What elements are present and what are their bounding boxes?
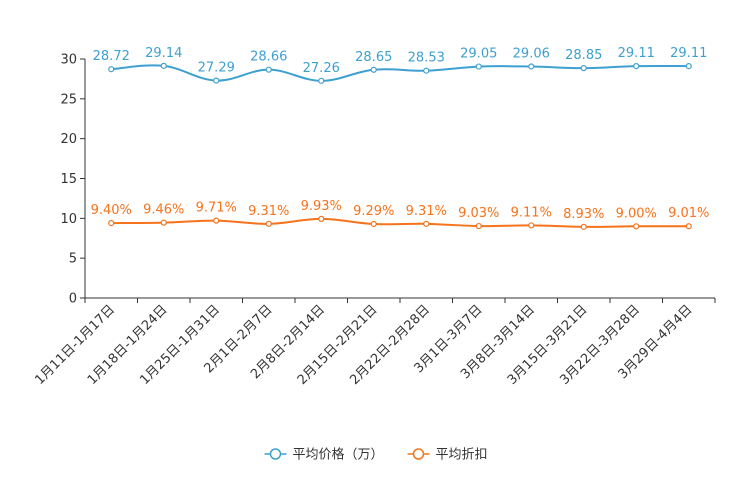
legend-marker-icon (412, 448, 425, 460)
legend-item[interactable]: 平均折扣 (407, 448, 488, 463)
data-label: 9.11% (511, 205, 552, 220)
y-tick-label: 10 (60, 212, 77, 227)
series-line (111, 217, 689, 228)
data-point (475, 63, 482, 70)
data-label: 28.66 (250, 50, 287, 65)
data-point (685, 223, 692, 230)
data-label: 28.72 (93, 49, 130, 64)
data-label: 9.03% (458, 206, 499, 221)
data-point (580, 223, 587, 230)
data-label: 27.29 (198, 61, 235, 76)
x-axis: 1月11日-1月17日1月18日-1月24日1月25日-1月31日2月1日-2月… (32, 297, 716, 388)
data-label: 29.11 (618, 46, 655, 61)
data-point (633, 223, 640, 230)
data-point (475, 222, 482, 230)
y-tick-label: 20 (60, 132, 77, 147)
data-label: 9.00% (616, 206, 657, 221)
data-label: 29.05 (460, 47, 497, 62)
data-label: 29.14 (145, 46, 182, 61)
data-point (370, 66, 377, 73)
legend-label: 平均价格（万） (293, 447, 384, 463)
legend-item[interactable]: 平均价格（万） (264, 447, 384, 463)
data-label: 9.29% (353, 204, 394, 219)
data-point (528, 222, 535, 229)
data-point (318, 215, 325, 222)
y-tick-label: 0 (69, 292, 77, 307)
data-point (213, 217, 220, 224)
data-label: 28.53 (408, 51, 445, 66)
data-point (633, 62, 640, 70)
data-point (265, 66, 272, 73)
data-point (160, 219, 167, 226)
data-point (265, 220, 272, 227)
y-tick-label: 30 (60, 53, 77, 68)
data-label: 28.85 (565, 48, 602, 63)
data-label: 28.65 (355, 50, 392, 65)
data-label: 9.31% (406, 204, 447, 219)
legend[interactable]: 平均价格（万） 平均折扣 (264, 447, 488, 463)
data-point (685, 62, 692, 70)
legend-label: 平均折扣 (436, 448, 488, 463)
data-label: 9.71% (196, 201, 237, 216)
data-label: 8.93% (563, 207, 604, 222)
y-tick-label: 5 (69, 252, 77, 267)
series-avg-price: 28.72 29.14 27.29 28.66 27.26 28.65 28.53 29.05… (93, 46, 707, 84)
data-label: 27.26 (303, 61, 340, 76)
data-label: 9.46% (143, 203, 184, 218)
legend-marker-icon (269, 448, 282, 460)
data-label: 9.40% (91, 203, 132, 218)
data-label: 9.01% (668, 206, 709, 221)
data-point (370, 220, 377, 228)
y-tick-label: 25 (60, 92, 77, 107)
series-avg-discount: 9.40% 9.46% 9.71% 9.31% 9.93% 9.29% 9.31% 9.03%… (91, 199, 709, 230)
series-line (111, 64, 689, 82)
y-axis: 0 5 10 15 20 25 30 (60, 53, 86, 307)
data-label: 29.06 (513, 46, 550, 61)
data-point (213, 77, 220, 84)
data-label: 9.31% (248, 204, 289, 219)
data-label: 9.93% (301, 199, 342, 214)
data-label: 29.11 (670, 46, 707, 61)
data-point (108, 66, 115, 73)
data-point (160, 62, 167, 69)
data-point (423, 67, 430, 74)
data-point (580, 65, 587, 72)
data-point (528, 63, 535, 70)
data-point (423, 220, 430, 227)
y-tick-label: 15 (60, 172, 77, 187)
data-point (318, 77, 325, 84)
series-layer: 28.72 29.14 27.29 28.66 27.26 28.65 28.53 29.05… (91, 46, 709, 230)
data-point (108, 220, 115, 227)
